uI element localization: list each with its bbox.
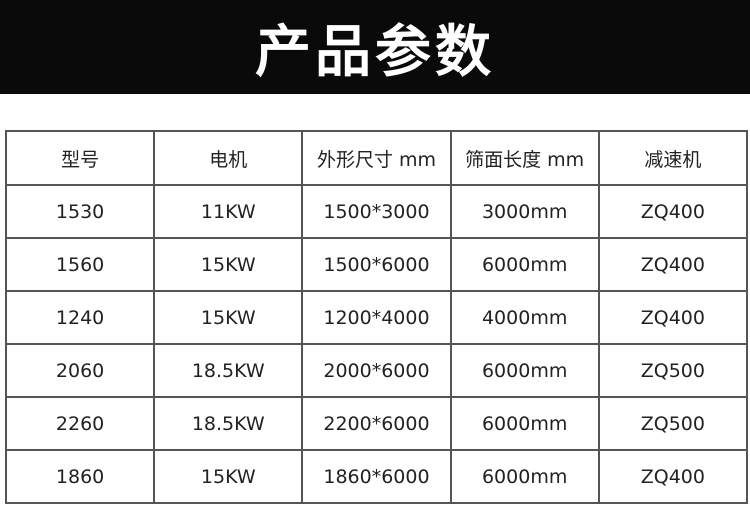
table-cell: 6000mm <box>449 237 600 292</box>
table-cell: 2200*6000 <box>301 396 452 451</box>
column-header: 电机 <box>153 130 304 186</box>
table-cell: ZQ500 <box>597 343 749 398</box>
table-cell: 18.5KW <box>153 343 304 398</box>
column-header: 型号 <box>4 130 156 186</box>
table-cell: 1860 <box>4 449 156 504</box>
table-cell: 1500*6000 <box>301 237 452 292</box>
table-cell: 1200*4000 <box>301 290 452 345</box>
table-cell: 1860*6000 <box>301 449 452 504</box>
table-cell: ZQ400 <box>597 449 749 504</box>
page-title: 产品参数 <box>255 19 495 85</box>
table-cell: 1530 <box>4 184 156 239</box>
table-row: 1860 15KW 1860*6000 6000mm ZQ400 <box>4 449 749 504</box>
table-cell: 15KW <box>153 449 304 504</box>
table-cell: 15KW <box>153 237 304 292</box>
table-row: 2260 18.5KW 2200*6000 6000mm ZQ500 <box>4 396 749 451</box>
table-cell: 11KW <box>153 184 304 239</box>
table-cell: 1240 <box>4 290 156 345</box>
table-cell: 15KW <box>153 290 304 345</box>
table-cell: 2260 <box>4 396 156 451</box>
product-parameters-table: 型号 电机 外形尺寸 mm 筛面长度 mm 减速机 1530 11KW 1500*3000 30… <box>4 130 749 504</box>
table-row: 1560 15KW 1500*6000 6000mm ZQ400 <box>4 237 749 292</box>
page-title-banner: 产品参数 <box>0 0 750 94</box>
column-header: 筛面长度 mm <box>449 130 600 186</box>
table-cell: ZQ400 <box>597 237 749 292</box>
table-cell: 2060 <box>4 343 156 398</box>
table-cell: 3000mm <box>449 184 600 239</box>
table-cell: 1500*3000 <box>301 184 452 239</box>
table-cell: 1560 <box>4 237 156 292</box>
table-row: 2060 18.5KW 2000*6000 6000mm ZQ500 <box>4 343 749 398</box>
table-cell: ZQ400 <box>597 290 749 345</box>
table-cell: ZQ500 <box>597 396 749 451</box>
table-row: 1530 11KW 1500*3000 3000mm ZQ400 <box>4 184 749 239</box>
table-row: 1240 15KW 1200*4000 4000mm ZQ400 <box>4 290 749 345</box>
table-cell: ZQ400 <box>597 184 749 239</box>
column-header: 减速机 <box>597 130 749 186</box>
table-cell: 6000mm <box>449 396 600 451</box>
header-row: 型号 电机 外形尺寸 mm 筛面长度 mm 减速机 <box>4 130 749 186</box>
table-cell: 2000*6000 <box>301 343 452 398</box>
column-header: 外形尺寸 mm <box>301 130 452 186</box>
table-cell: 6000mm <box>449 449 600 504</box>
table-cell: 4000mm <box>449 290 600 345</box>
table-cell: 6000mm <box>449 343 600 398</box>
table-cell: 18.5KW <box>153 396 304 451</box>
